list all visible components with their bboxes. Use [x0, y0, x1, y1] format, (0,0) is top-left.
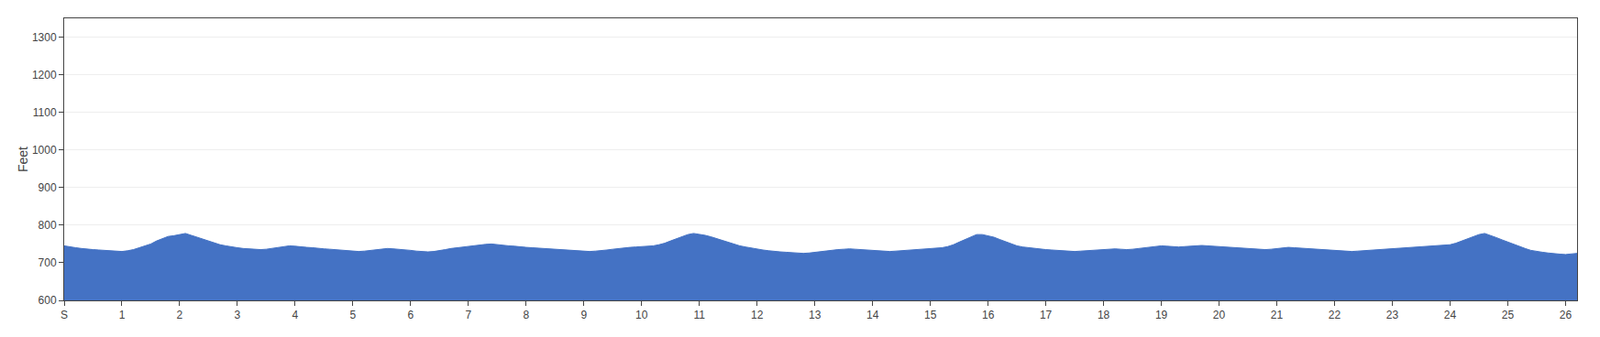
svg-text:3: 3 — [234, 308, 242, 322]
svg-text:6: 6 — [408, 308, 415, 322]
svg-text:13: 13 — [808, 308, 822, 322]
svg-text:1100: 1100 — [33, 106, 57, 120]
svg-text:1300: 1300 — [32, 31, 57, 45]
svg-text:700: 700 — [38, 256, 57, 270]
svg-text:600: 600 — [38, 294, 57, 308]
svg-text:14: 14 — [866, 308, 880, 322]
svg-text:20: 20 — [1213, 308, 1226, 322]
svg-text:8: 8 — [522, 308, 530, 322]
svg-text:7: 7 — [464, 308, 472, 322]
svg-text:10: 10 — [635, 308, 649, 322]
svg-text:5: 5 — [350, 308, 357, 322]
svg-text:19: 19 — [1155, 308, 1169, 322]
svg-text:24: 24 — [1444, 308, 1457, 322]
svg-text:4: 4 — [292, 308, 299, 322]
svg-text:Feet: Feet — [15, 146, 31, 173]
svg-text:15: 15 — [924, 308, 938, 322]
svg-text:21: 21 — [1270, 308, 1284, 322]
svg-text:11: 11 — [694, 308, 707, 322]
svg-text:17: 17 — [1039, 308, 1053, 322]
svg-text:12: 12 — [750, 308, 764, 322]
svg-text:16: 16 — [982, 308, 995, 322]
svg-text:1: 1 — [119, 308, 126, 322]
svg-text:23: 23 — [1386, 308, 1400, 322]
svg-text:2: 2 — [176, 308, 184, 322]
svg-text:900: 900 — [38, 181, 57, 195]
svg-text:800: 800 — [38, 219, 57, 232]
svg-text:22: 22 — [1328, 308, 1342, 322]
svg-text:1200: 1200 — [32, 68, 57, 82]
svg-text:18: 18 — [1097, 308, 1111, 322]
svg-text:25: 25 — [1501, 308, 1515, 322]
svg-text:S: S — [60, 308, 68, 322]
svg-text:26: 26 — [1559, 308, 1573, 322]
svg-text:9: 9 — [580, 308, 587, 322]
svg-text:1000: 1000 — [32, 143, 57, 157]
